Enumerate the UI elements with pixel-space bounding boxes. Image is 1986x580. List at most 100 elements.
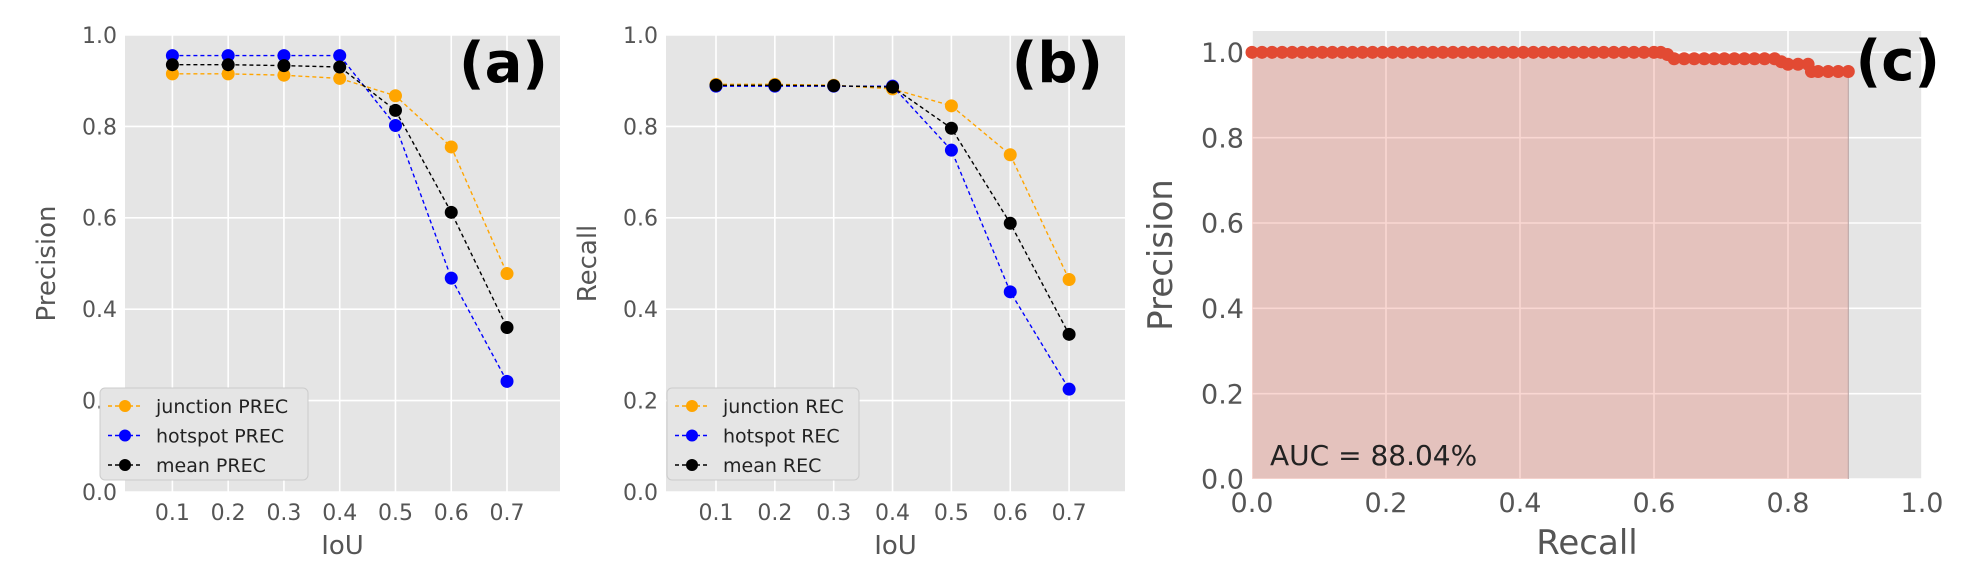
x-tick-label: 0.4 — [1499, 488, 1542, 519]
pr-point — [1325, 45, 1339, 59]
data-point-1 — [1003, 285, 1017, 299]
legend-marker-0 — [119, 400, 131, 412]
pr-point — [1727, 52, 1741, 66]
x-tick-label: 0.8 — [1767, 488, 1810, 519]
legend-marker-0 — [686, 400, 698, 412]
legend-marker-1 — [119, 429, 131, 442]
plot-area-2 — [1252, 31, 1922, 479]
y-tick-label: 1.0 — [623, 24, 658, 49]
x-tick-label: 0.4 — [875, 501, 910, 526]
pr-point — [1416, 45, 1430, 59]
data-point-0 — [1003, 148, 1017, 162]
pr-point — [1305, 45, 1319, 59]
pr-point — [1376, 45, 1390, 59]
legend-label-0: junction REC — [722, 396, 844, 418]
pr-point — [1841, 65, 1855, 79]
data-point-0 — [1062, 272, 1076, 286]
pr-point — [1406, 45, 1420, 59]
x-tick-label: 0.5 — [934, 501, 969, 526]
legend-marker-2 — [686, 459, 698, 471]
data-point-2 — [1003, 216, 1017, 230]
pr-point — [1315, 45, 1329, 59]
y-tick-label: 0.4 — [623, 298, 658, 323]
data-point-1 — [500, 374, 514, 388]
x-tick-label: 0.2 — [757, 501, 792, 526]
pr-point — [1245, 45, 1259, 59]
data-point-0 — [944, 99, 958, 113]
pr-point — [1466, 45, 1480, 59]
pr-point — [1617, 45, 1631, 59]
pr-point — [1536, 45, 1550, 59]
y-tick-label: 0.0 — [1201, 465, 1244, 496]
pr-point — [1627, 45, 1641, 59]
legend-box — [99, 387, 309, 481]
pr-point — [1396, 45, 1410, 59]
data-point-0 — [165, 67, 179, 81]
pr-point — [1346, 45, 1359, 59]
data-point-2 — [886, 80, 900, 94]
data-point-2 — [165, 58, 179, 72]
pr-point — [1567, 45, 1581, 59]
x-tick-label: 0.7 — [1052, 501, 1087, 526]
panel-label: (b) — [1012, 31, 1103, 96]
data-point-0 — [388, 89, 402, 103]
x-tick-label: 0.6 — [993, 501, 1028, 526]
auc-annotation: AUC = 88.04% — [1270, 439, 1477, 472]
pr-point — [1577, 45, 1591, 59]
x-tick-label: 0.4 — [322, 501, 357, 526]
data-point-2 — [500, 320, 514, 334]
pr-point — [1526, 45, 1540, 59]
pr-point — [1295, 45, 1309, 59]
y-axis-label: Precision — [1141, 179, 1181, 331]
x-axis-label: Recall — [1536, 523, 1637, 563]
data-point-2 — [333, 60, 347, 74]
y-tick-label: 0.0 — [82, 481, 117, 506]
pr-point — [1707, 52, 1721, 66]
pr-point — [1446, 45, 1460, 59]
legend-label-1: hotspot PREC — [156, 425, 284, 447]
pr-point — [1285, 45, 1299, 59]
y-tick-label: 0.4 — [1201, 294, 1244, 325]
y-tick-label: 1.0 — [1201, 38, 1244, 69]
data-point-2 — [768, 78, 782, 92]
data-point-2 — [944, 121, 958, 135]
pr-point — [1597, 45, 1611, 59]
legend-box — [666, 387, 860, 481]
pr-point — [1781, 57, 1795, 71]
x-axis-label: IoU — [321, 531, 364, 561]
data-point-1 — [333, 49, 347, 63]
pr-point — [1748, 52, 1761, 66]
pr-point — [1456, 45, 1470, 59]
pr-point — [1547, 45, 1560, 59]
pr-point — [1366, 45, 1380, 59]
data-point-0 — [444, 140, 458, 154]
pr-point — [1697, 52, 1711, 66]
pr-point — [1677, 52, 1691, 66]
pr-point — [1607, 45, 1621, 59]
pr-point — [1717, 52, 1731, 66]
pr-point — [1476, 45, 1490, 59]
pr-point — [1758, 52, 1772, 66]
panel-label: (c) — [1856, 29, 1940, 94]
x-tick-label: 0.0 — [1231, 488, 1274, 519]
y-tick-label: 0.6 — [623, 207, 658, 232]
legend-label-2: mean PREC — [156, 455, 266, 477]
pr-point — [1791, 57, 1805, 71]
x-tick-label: 0.7 — [490, 501, 525, 526]
pr-point — [1275, 45, 1289, 59]
legend-marker-1 — [686, 429, 698, 442]
data-point-2 — [709, 78, 723, 92]
legend-label-0: junction PREC — [155, 396, 288, 418]
data-point-0 — [333, 71, 347, 85]
data-point-2 — [827, 79, 841, 93]
data-point-2 — [221, 58, 235, 72]
y-tick-label: 0.2 — [1201, 379, 1244, 410]
pr-point — [1637, 45, 1651, 59]
pr-point — [1265, 45, 1279, 59]
pr-point — [1737, 52, 1751, 66]
x-tick-label: 0.1 — [699, 501, 734, 526]
legend-label-1: hotspot REC — [723, 425, 840, 447]
y-tick-label: 0.2 — [623, 390, 658, 415]
data-point-1 — [165, 49, 179, 63]
